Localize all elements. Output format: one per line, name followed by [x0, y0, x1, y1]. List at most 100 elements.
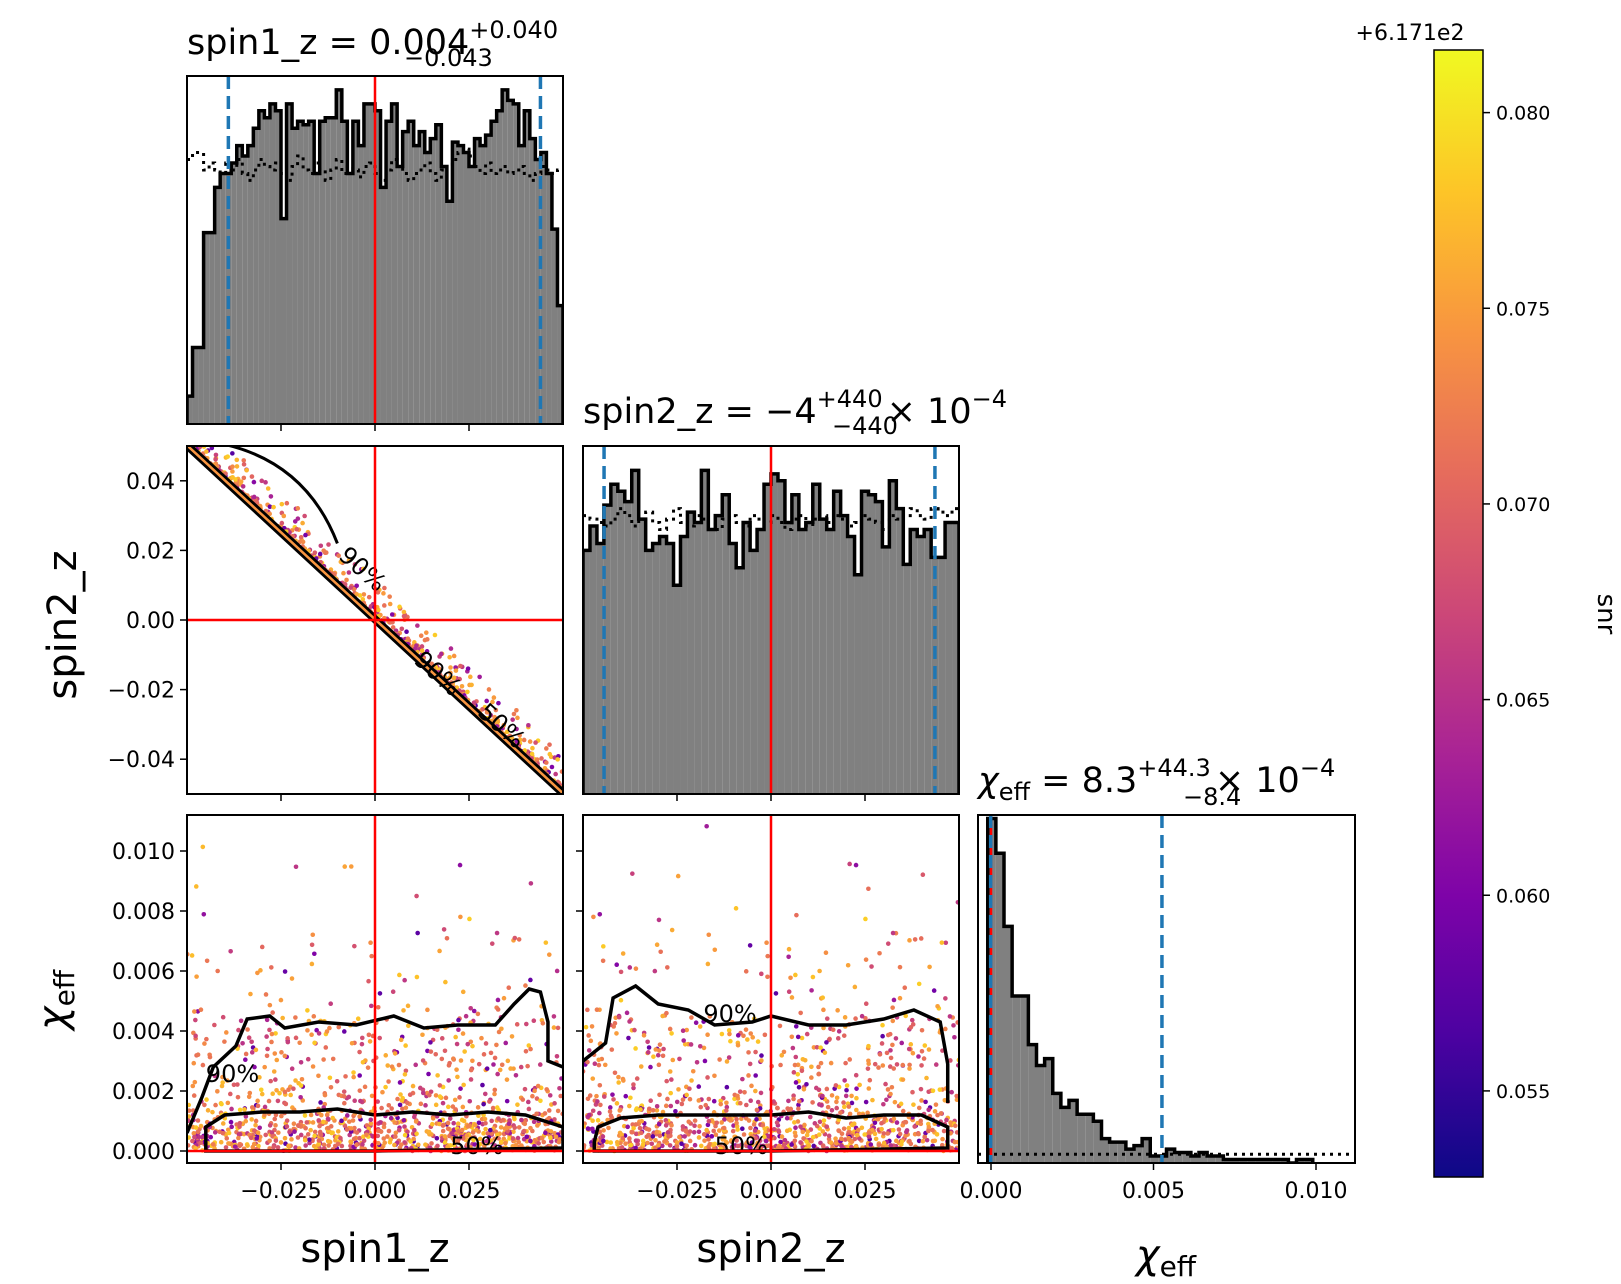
sample-point [364, 1123, 370, 1128]
sample-point [286, 1087, 291, 1093]
sample-point [534, 1096, 540, 1101]
sample-point [267, 504, 273, 509]
sample-point [786, 954, 791, 960]
sample-point [295, 1135, 301, 1140]
sample-point [264, 1017, 270, 1023]
sample-point [718, 1098, 723, 1104]
sample-point [241, 458, 247, 463]
sample-point [467, 916, 472, 922]
sample-point [396, 1062, 402, 1068]
sample-point [775, 1105, 780, 1111]
sample-point [791, 1096, 796, 1102]
sample-point [663, 1123, 669, 1128]
sample-point [683, 1128, 689, 1133]
sample-point [907, 1066, 912, 1071]
sample-point [367, 1039, 373, 1044]
histogram-bar [341, 121, 348, 424]
histogram-bar [910, 529, 918, 794]
sample-point [207, 1054, 213, 1060]
sample-point [935, 1112, 940, 1118]
histogram-bar [1093, 1121, 1102, 1163]
sample-point [809, 1064, 814, 1070]
histogram-bar [209, 232, 215, 424]
sample-point [305, 1028, 310, 1033]
contour-label: 90% [703, 1000, 756, 1028]
sample-point [669, 1077, 674, 1082]
histogram-bar [557, 305, 563, 424]
sample-point [280, 1015, 285, 1021]
sample-point [412, 646, 418, 652]
sample-point [325, 1116, 331, 1122]
sample-point [496, 1029, 502, 1035]
sample-point [368, 1003, 374, 1009]
histogram-bar [819, 519, 827, 794]
title-spin1-z-minus: −0.043 [404, 44, 493, 72]
sample-point [594, 1007, 600, 1013]
sample-point [785, 1106, 790, 1111]
sample-point [271, 504, 276, 510]
histogram-bar [1060, 1107, 1069, 1163]
sample-point [357, 1049, 362, 1055]
sample-point [481, 1131, 486, 1136]
sample-point [680, 1124, 686, 1129]
sample-point [638, 1064, 644, 1069]
histogram-bar [1085, 1114, 1094, 1163]
sample-point [528, 1046, 533, 1052]
sample-point [841, 1100, 846, 1105]
sample-point [257, 1075, 262, 1080]
sample-point [669, 1123, 674, 1128]
sample-point [390, 989, 396, 994]
sample-point [649, 1141, 655, 1147]
sample-point [496, 1116, 501, 1121]
sample-point [916, 1138, 922, 1144]
sample-point [381, 591, 386, 596]
sample-point [548, 1139, 554, 1144]
sample-point [521, 1120, 527, 1126]
sample-point [352, 1098, 357, 1104]
sample-point [264, 1053, 270, 1059]
sample-point [210, 1109, 215, 1115]
histogram-bar [408, 121, 414, 424]
sample-point [513, 1142, 519, 1148]
sample-point [245, 1143, 250, 1148]
y-axis-label-chi-eff: χeff [30, 969, 81, 1032]
sample-point [919, 1063, 924, 1068]
sample-point [496, 1136, 501, 1141]
sample-point [472, 1142, 478, 1147]
sample-point [433, 1102, 439, 1108]
sample-point [365, 1065, 371, 1070]
sample-point [607, 1105, 613, 1110]
sample-point [527, 739, 533, 744]
sample-point [506, 985, 512, 991]
sample-point [948, 1120, 953, 1125]
sample-point [440, 1100, 446, 1106]
sample-point [650, 1134, 656, 1139]
y-axis-label-spin2-z: spin2_z [40, 550, 86, 699]
histogram-bar [363, 103, 370, 424]
sample-point [781, 1142, 787, 1148]
sample-point [386, 1079, 391, 1084]
sample-point [948, 1058, 953, 1063]
sample-point [943, 1026, 948, 1032]
sample-point [316, 1138, 322, 1143]
sample-point [305, 1132, 311, 1137]
sample-point [387, 601, 393, 607]
sample-point [314, 1027, 319, 1033]
sample-point [554, 1053, 560, 1059]
sample-point [259, 1091, 265, 1097]
sample-point [259, 478, 265, 484]
sample-point [597, 911, 603, 917]
sample-point [604, 1139, 610, 1145]
sample-point [515, 1135, 521, 1141]
sample-point [806, 1143, 812, 1149]
histogram-bar [1109, 1142, 1118, 1163]
sample-point [504, 1077, 510, 1082]
sample-point [754, 1117, 759, 1122]
sample-point [338, 559, 344, 565]
sample-point [720, 1137, 726, 1142]
sample-point [386, 1128, 392, 1134]
sample-point [341, 1089, 347, 1094]
sample-point [741, 1033, 746, 1039]
sample-point [387, 594, 392, 599]
